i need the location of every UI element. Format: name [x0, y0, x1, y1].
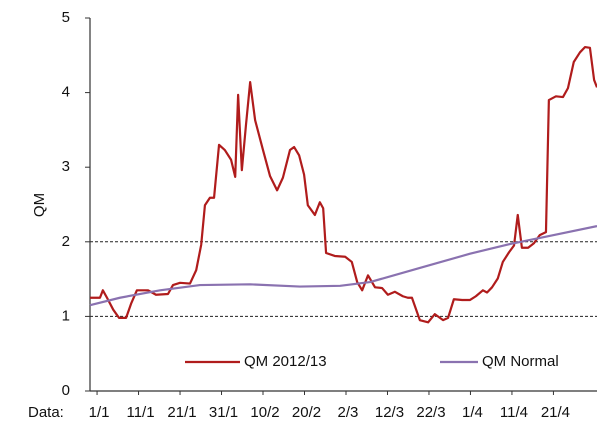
x-tick-label: 22/3: [416, 404, 445, 421]
x-tick-label: 20/2: [292, 404, 321, 421]
series-line: [90, 45, 597, 324]
x-tick-label: 21/1: [167, 404, 196, 421]
x-tick-label: 1/1: [89, 404, 110, 421]
x-tick-label: 21/4: [541, 404, 570, 421]
x-tick-label: 12/3: [375, 404, 404, 421]
legend-label: QM Normal: [482, 353, 559, 370]
x-tick-label: 1/4: [462, 404, 483, 421]
x-tick-label: 31/1: [209, 404, 238, 421]
x-tick-label: 2/3: [338, 404, 359, 421]
series-line: [89, 225, 597, 307]
x-tick-label: 10/2: [250, 404, 279, 421]
x-tick-label: 11/1: [126, 404, 154, 421]
y-tick-label: 3: [62, 158, 70, 175]
y-tick-label: 1: [62, 307, 70, 324]
legend-label: QM 2012/13: [244, 353, 327, 370]
y-tick-label: 5: [62, 9, 70, 26]
y-tick-label: 4: [62, 84, 70, 101]
x-tick-label: 11/4: [500, 404, 528, 421]
x-axis-label: Data:: [28, 404, 64, 421]
y-tick-label: 2: [62, 233, 70, 250]
y-axis-label: QM: [31, 193, 48, 217]
y-tick-label: 0: [62, 382, 70, 399]
